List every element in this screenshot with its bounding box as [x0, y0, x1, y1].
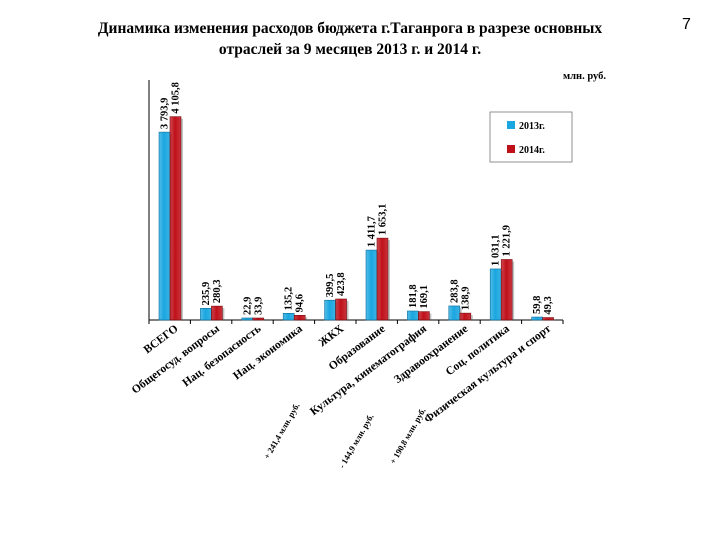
value-label: 1 221,9	[502, 225, 513, 257]
value-label: 280,3	[212, 279, 223, 303]
value-label: 283,8	[449, 279, 460, 303]
bar-shadow	[181, 118, 183, 320]
value-label: 1 411,7	[367, 216, 378, 247]
category-label: ВСЕГО	[142, 323, 181, 356]
annotation-label: + 241,4 млн. руб.	[262, 401, 302, 461]
value-label: 3 793,9	[160, 98, 171, 130]
bar-2013-2	[241, 317, 254, 321]
value-label: 49,3	[543, 296, 554, 314]
value-label: 1 031,1	[491, 234, 502, 266]
category-label: Нац. безопасность	[180, 323, 263, 390]
bar-2013-7	[448, 305, 461, 321]
category-label: ЖКХ	[317, 322, 347, 349]
bar-shadow	[346, 301, 349, 320]
page-number: 7	[682, 16, 691, 33]
annotation-label: + 190,8 млн. руб.	[388, 406, 428, 466]
chart-title: Динамика изменения расходов бюджета г.Та…	[20, 18, 680, 60]
value-label: 94,6	[295, 294, 306, 312]
bar-shadow	[388, 240, 390, 320]
value-label: 399,5	[325, 274, 336, 298]
category-label: Нац. экономика	[231, 323, 305, 383]
bar-2014-7	[459, 312, 472, 321]
bar-shadow	[512, 261, 515, 320]
bar-2014-4	[335, 298, 347, 321]
legend-label: 2013г.	[519, 121, 545, 132]
value-label: 33,9	[253, 297, 264, 315]
bar-2014-6	[418, 311, 430, 321]
category-label: Здравоохранение	[392, 323, 470, 386]
value-label: 181,8	[408, 284, 419, 308]
bar-2014-1	[211, 305, 223, 321]
annotation-label: - 144,9 млн. руб.	[337, 412, 376, 470]
bar-shadow	[222, 308, 225, 320]
legend-box	[489, 111, 573, 163]
value-label: 59,8	[532, 296, 543, 314]
value-label: 235,9	[201, 282, 212, 306]
bar-2013-4	[324, 299, 336, 321]
unit-label: млн. руб.	[563, 71, 607, 82]
legend-swatch-2013	[507, 121, 515, 129]
chart-title-line-1: Динамика изменения расходов бюджета г.Та…	[97, 20, 603, 37]
value-label: 138,9	[460, 286, 471, 310]
bar-2014-5	[376, 237, 389, 321]
bar-2013-3	[282, 313, 295, 321]
chart-value-labels: 3 793,9 4 105,8 235,9 280,3 22,9 33,9 135,2 94,…	[160, 82, 555, 315]
value-label: 135,2	[284, 287, 295, 311]
bar-2013-0	[158, 131, 171, 321]
bar-2013-9	[531, 316, 543, 321]
bar-2013-6	[407, 310, 419, 321]
bar-2013-1	[200, 308, 212, 321]
value-label: 1 653,1	[378, 204, 389, 236]
bar-shadow	[470, 315, 473, 320]
legend-swatch-2014	[507, 145, 515, 153]
legend-label: 2014г.	[519, 145, 545, 156]
bar-shadow	[429, 313, 432, 320]
bar-2013-5	[365, 249, 378, 321]
bar-2014-9	[542, 317, 554, 321]
value-label: 22,9	[242, 297, 253, 315]
bar-2014-3	[293, 315, 306, 321]
bar-2014-8	[500, 259, 513, 321]
chart-legend: 2013г. 2014г.	[489, 111, 573, 163]
value-label: 169,1	[419, 285, 430, 309]
chart-bars	[158, 116, 556, 321]
bar-shadow	[305, 317, 308, 320]
chart-title-line-2: отраслей за 9 месяцев 2013 г. и 2014 г.	[218, 41, 482, 58]
chart-annotations: + 241,4 млн. руб. - 144,9 млн. руб. + 190,…	[262, 401, 428, 470]
bar-2014-2	[252, 317, 265, 321]
value-label: 4 105,8	[171, 82, 182, 114]
bar-2013-8	[489, 268, 502, 321]
value-label: 423,8	[336, 272, 347, 296]
bar-2014-0	[169, 116, 182, 321]
